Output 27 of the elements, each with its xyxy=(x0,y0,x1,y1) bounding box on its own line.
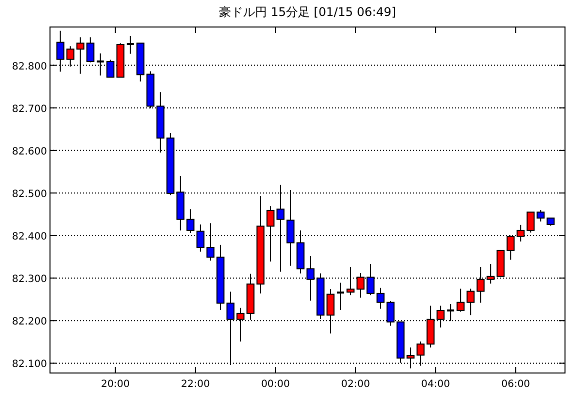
candlestick xyxy=(346,266,355,296)
y-tick-label: 82.400 xyxy=(12,232,47,243)
candlestick xyxy=(536,210,545,222)
x-tick-label: 00:00 xyxy=(261,379,290,390)
candlestick xyxy=(406,346,415,369)
candlestick xyxy=(186,208,194,234)
candlestick xyxy=(456,288,465,312)
candlestick xyxy=(376,287,385,310)
x-tick-label: 20:00 xyxy=(100,379,130,390)
candlestick xyxy=(336,282,346,311)
y-tick-label: 82.700 xyxy=(12,104,47,115)
y-tick-label: 82.600 xyxy=(12,146,47,158)
y-tick-label: 82.500 xyxy=(12,188,47,200)
candlestick xyxy=(466,288,475,316)
candlestick xyxy=(86,36,94,63)
candlestick xyxy=(76,36,84,74)
y-tick-label: 82.100 xyxy=(12,359,47,370)
chart-title: 豪ドル円 15分足 [01/15 06:49] xyxy=(218,5,396,19)
y-tick-label: 82.200 xyxy=(12,316,47,328)
y-tick-label: 82.300 xyxy=(12,274,47,286)
x-tick-label: 22:00 xyxy=(181,379,210,390)
candlestick xyxy=(526,212,535,234)
candlestick xyxy=(126,35,135,54)
x-tick-label: 02:00 xyxy=(341,379,370,390)
y-tick-label: 82.800 xyxy=(12,61,47,72)
x-tick-label: 06:00 xyxy=(501,379,530,390)
x-tick-label: 04:00 xyxy=(421,379,450,390)
